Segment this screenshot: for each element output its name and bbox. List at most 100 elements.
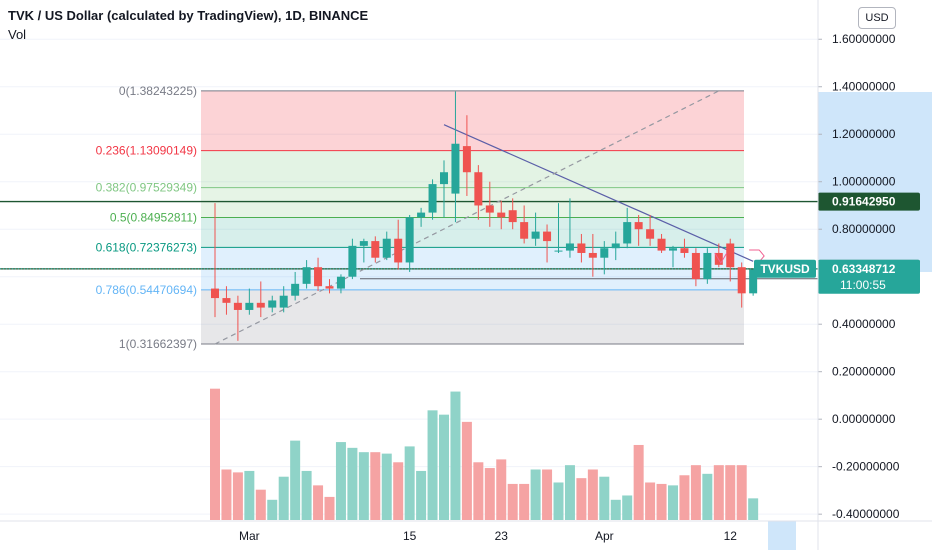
candle bbox=[256, 302, 265, 308]
candle bbox=[703, 252, 712, 280]
fib-zone bbox=[201, 289, 744, 344]
candle bbox=[588, 252, 597, 258]
volume-bar bbox=[439, 414, 449, 520]
y-axis-tick-label: 1.60000000 bbox=[832, 32, 896, 46]
candle bbox=[348, 245, 357, 277]
fib-level-label: 0.618(0.72376273) bbox=[96, 240, 197, 254]
fib-level-label: 0.236(1.13090149) bbox=[96, 144, 197, 158]
fib-zone bbox=[201, 150, 744, 188]
trend-line-downtrend[interactable] bbox=[443, 124, 754, 262]
arrow-marker bbox=[714, 252, 728, 264]
candle bbox=[394, 238, 403, 263]
candle bbox=[222, 298, 231, 303]
volume-bar bbox=[278, 476, 289, 520]
volume-bar bbox=[324, 496, 335, 520]
y-axis-tick-label: -0.20000000 bbox=[832, 460, 900, 474]
volume-bar bbox=[290, 440, 301, 520]
candle bbox=[600, 248, 609, 258]
candle bbox=[440, 172, 448, 185]
candle bbox=[268, 300, 277, 308]
volume-bar bbox=[530, 469, 541, 520]
candle bbox=[531, 231, 540, 239]
fib-level-label: 0(1.38243225) bbox=[119, 84, 197, 98]
arrow-marker bbox=[749, 249, 765, 263]
candle bbox=[691, 252, 700, 280]
volume-bar bbox=[393, 462, 404, 520]
volume-bar bbox=[210, 388, 220, 520]
x-axis-tick-label: Apr bbox=[595, 529, 614, 543]
volume-bar bbox=[748, 498, 759, 520]
candle bbox=[657, 238, 666, 251]
candle bbox=[291, 283, 300, 296]
candle bbox=[382, 238, 391, 258]
candle bbox=[336, 276, 345, 289]
y-axis-tick-label: 0.40000000 bbox=[832, 317, 896, 331]
candle bbox=[279, 295, 288, 308]
bar-countdown: 11:00:55 bbox=[840, 278, 886, 292]
candle bbox=[325, 286, 334, 289]
fib-zone bbox=[201, 90, 744, 151]
currency-button[interactable]: USD bbox=[858, 7, 896, 29]
candle bbox=[405, 217, 414, 263]
candle bbox=[520, 222, 529, 239]
price-label-box bbox=[818, 192, 920, 211]
x-axis-tick-label: Mar bbox=[239, 529, 260, 543]
volume-bar bbox=[244, 470, 255, 520]
trend-line-fib-base[interactable] bbox=[214, 90, 720, 345]
candle bbox=[554, 250, 563, 252]
volume-bar bbox=[496, 459, 507, 520]
horizontal-line-price-label: 0.91642950 bbox=[832, 195, 896, 209]
candle bbox=[680, 248, 689, 253]
last-price-box bbox=[818, 259, 920, 294]
volume-bar bbox=[450, 391, 461, 520]
candle bbox=[428, 184, 437, 213]
candle bbox=[669, 248, 677, 251]
x-axis-tick-label: 12 bbox=[724, 529, 738, 543]
candle bbox=[737, 267, 746, 294]
volume-bar bbox=[370, 452, 381, 520]
volume-bar bbox=[702, 473, 713, 520]
candle bbox=[577, 243, 586, 253]
fib-level-label: 0.786(0.54470694) bbox=[96, 283, 197, 297]
symbol-label: TVKUSD bbox=[760, 262, 810, 276]
y-axis-tick-label: 1.20000000 bbox=[832, 127, 896, 141]
candle bbox=[371, 241, 380, 258]
x-axis-tick-label: 15 bbox=[403, 529, 417, 543]
volume-indicator-label[interactable]: Vol bbox=[8, 27, 27, 42]
volume-bar bbox=[713, 465, 724, 520]
volume-bar bbox=[736, 465, 747, 520]
candle bbox=[417, 212, 426, 218]
volume-bar bbox=[542, 469, 553, 520]
volume-bar bbox=[484, 468, 495, 520]
volume-bar bbox=[519, 483, 530, 520]
candle bbox=[623, 222, 632, 244]
candle bbox=[726, 243, 735, 268]
y-axis-tick-label: 1.00000000 bbox=[832, 175, 896, 189]
volume-bar bbox=[553, 482, 564, 520]
symbol-label-box bbox=[754, 259, 816, 278]
chart-title: TVK / US Dollar (calculated by TradingVi… bbox=[8, 8, 369, 23]
volume-bar bbox=[255, 489, 266, 520]
volume-bar bbox=[633, 444, 644, 520]
last-price-label: 0.63348712 bbox=[832, 262, 896, 276]
volume-bar bbox=[725, 465, 736, 520]
candle bbox=[497, 212, 506, 218]
volume-bar bbox=[507, 483, 518, 520]
candle bbox=[462, 146, 471, 173]
y-axis-tick-label: 0.20000000 bbox=[832, 365, 896, 379]
volume-bar bbox=[576, 478, 587, 520]
candle bbox=[646, 229, 655, 239]
volume-bar bbox=[416, 470, 427, 520]
candle bbox=[565, 243, 574, 251]
price-scale-highlight bbox=[818, 92, 932, 272]
volume-bar bbox=[599, 476, 610, 520]
candle bbox=[543, 231, 552, 242]
volume-bar bbox=[267, 499, 278, 520]
volume-bar bbox=[221, 469, 232, 520]
candle bbox=[359, 241, 368, 246]
volume-bar bbox=[690, 465, 701, 520]
candle bbox=[245, 302, 254, 310]
candle bbox=[302, 267, 311, 284]
